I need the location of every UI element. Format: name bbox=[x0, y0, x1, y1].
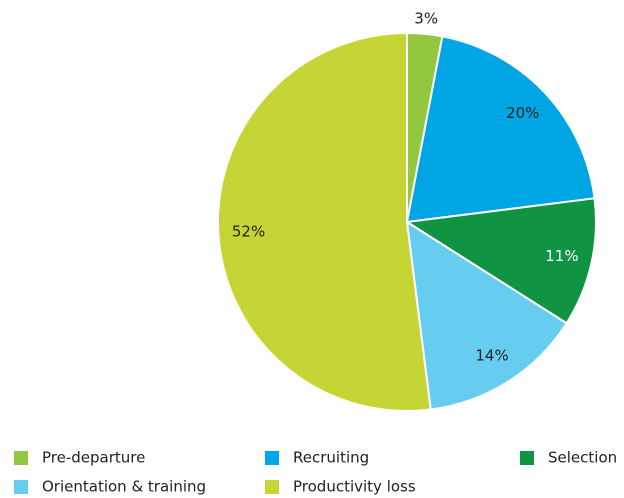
data-label: 11% bbox=[545, 247, 578, 265]
data-label: 3% bbox=[414, 9, 438, 27]
legend-label: Productivity loss bbox=[293, 478, 416, 496]
data-label: 20% bbox=[506, 104, 539, 122]
pie-slice bbox=[405, 35, 596, 224]
pie-slice bbox=[405, 220, 568, 411]
legend-label: Pre-departure bbox=[42, 449, 145, 467]
legend-swatch bbox=[265, 451, 279, 465]
legend-swatch bbox=[14, 480, 28, 494]
legend-swatch bbox=[520, 451, 534, 465]
legend-swatch bbox=[265, 480, 279, 494]
data-label: 14% bbox=[475, 347, 508, 365]
data-label: 52% bbox=[232, 222, 265, 240]
legend-label: Recruiting bbox=[293, 449, 369, 467]
legend-label: Orientation & training bbox=[42, 478, 206, 496]
pie-slice bbox=[217, 31, 432, 412]
legend-label: Selection bbox=[548, 449, 617, 467]
pie-slice bbox=[404, 197, 597, 325]
legend-swatch bbox=[14, 451, 28, 465]
